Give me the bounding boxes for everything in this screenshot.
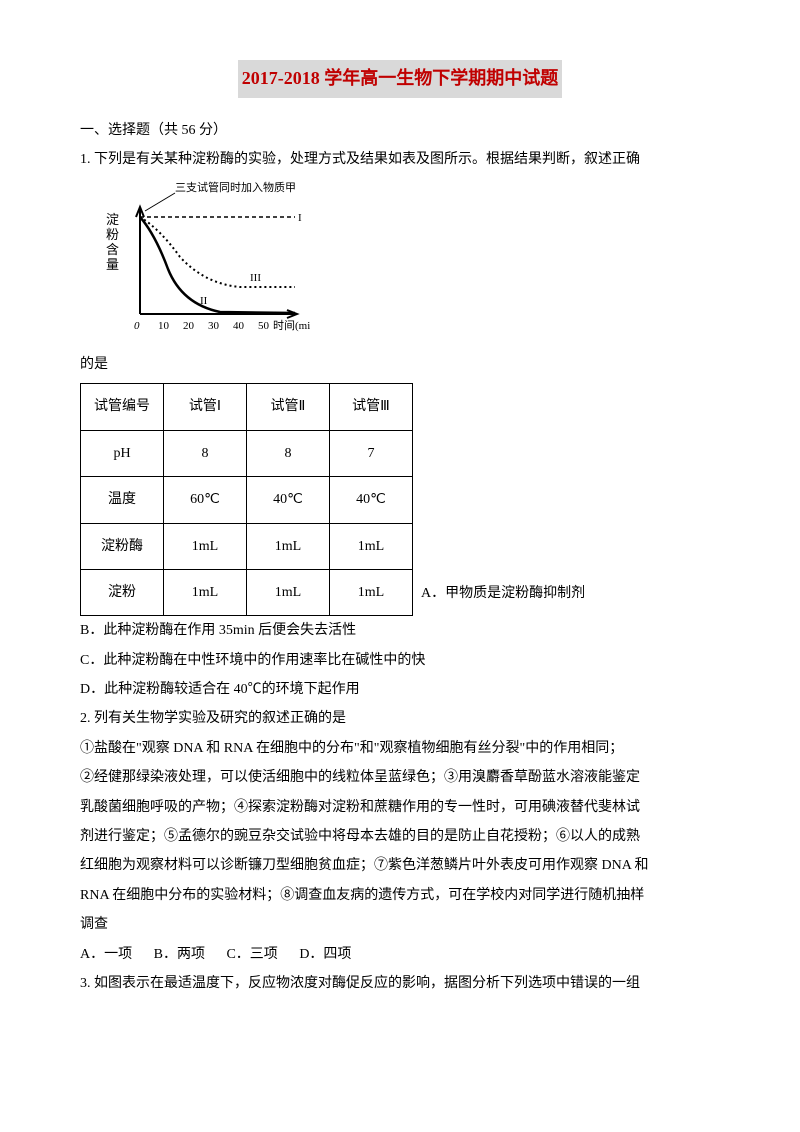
cell: 温度 [81,477,164,523]
cell: 淀粉 [81,569,164,615]
cell: 1mL [164,569,247,615]
table-row: 淀粉酶 1mL 1mL 1mL [81,523,413,569]
q2-body4: 剂进行鉴定；⑤孟德尔的豌豆杂交试验中将母本去雄的目的是防止自花授粉；⑥以人的成熟 [80,822,720,851]
cell: 8 [247,430,330,476]
q2-body5: 红细胞为观察材料可以诊断镰刀型细胞贫血症；⑦紫色洋葱鳞片叶外表皮可用作观察 DN… [80,851,720,880]
starch-chart-svg: 三支试管同时加入物质甲 淀 粉 含 量 0 10 20 30 [100,179,310,339]
cell: 试管Ⅰ [164,384,247,430]
q2-options: A．一项 B．两项 C．三项 D．四项 [80,940,720,969]
xtick-2: 20 [183,320,195,332]
q1-table-opt: 试管编号 试管Ⅰ 试管Ⅱ 试管Ⅲ pH 8 8 7 温度 60℃ 40℃ 40℃… [80,379,720,616]
cell: 1mL [247,569,330,615]
q2-optB: B．两项 [154,940,205,969]
cell: 1mL [330,569,413,615]
cell: 试管Ⅲ [330,384,413,430]
table-row: 温度 60℃ 40℃ 40℃ [81,477,413,523]
ylabel-1: 淀 [106,212,119,227]
q1-figure-row: 三支试管同时加入物质甲 淀 粉 含 量 0 10 20 30 [80,175,720,350]
cell: 1mL [247,523,330,569]
table-row: 淀粉 1mL 1mL 1mL [81,569,413,615]
xlabel: 时间(min) [273,319,310,332]
cell: 7 [330,430,413,476]
curve-2-label: II [200,295,208,307]
xtick-3: 30 [208,320,220,332]
curve-3-label: III [250,272,261,284]
q2-optD: D．四项 [299,940,351,969]
xtick-5: 50 [258,320,270,332]
q1-stem-b: 的是 [80,350,108,379]
cell: 60℃ [164,477,247,523]
q1-optC: C．此种淀粉酶在中性环境中的作用速率比在碱性中的快 [80,646,720,675]
cell: 1mL [164,523,247,569]
curve-1-label: I [298,212,302,224]
cell: 淀粉酶 [81,523,164,569]
curve-2 [140,217,295,313]
title-wrap: 2017-2018 学年高一生物下学期期中试题 [80,60,720,98]
annot-arrow [145,193,175,211]
q2-optA: A．一项 [80,940,132,969]
xtick-4: 40 [233,320,245,332]
q2-optC: C．三项 [226,940,277,969]
page-title: 2017-2018 学年高一生物下学期期中试题 [238,60,563,98]
q3-stem: 3. 如图表示在最适温度下，反应物浓度对酶促反应的影响，据图分析下列选项中错误的… [80,969,720,998]
cell: 1mL [330,523,413,569]
q1-optB: B．此种淀粉酶在作用 35min 后便会失去活性 [80,616,720,645]
cell: 试管编号 [81,384,164,430]
q1-chart: 三支试管同时加入物质甲 淀 粉 含 量 0 10 20 30 [100,179,310,350]
ylabel-3: 含 [106,242,119,257]
q2-body2: ②经健那绿染液处理，可以使活细胞中的线粒体呈蓝绿色；③用溴麝香草酚蓝水溶液能鉴定 [80,763,720,792]
q1-stem-a: 1. 下列是有关某种淀粉酶的实验，处理方式及结果如表及图所示。根据结果判断，叙述… [80,145,720,174]
cell: 40℃ [247,477,330,523]
q2-body3: 乳酸菌细胞呼吸的产物；④探索淀粉酶对淀粉和蔗糖作用的专一性时，可用碘液替代斐林试 [80,793,720,822]
xtick-0: 0 [134,320,140,332]
ylabel-2: 粉 [106,227,119,242]
q1-optA: A．甲物质是淀粉酶抑制剂 [421,579,585,616]
cell: 40℃ [330,477,413,523]
q2-body6: RNA 在细胞中分布的实验材料；⑧调查血友病的遗传方式，可在学校内对同学进行随机… [80,881,720,910]
q1-table: 试管编号 试管Ⅰ 试管Ⅱ 试管Ⅲ pH 8 8 7 温度 60℃ 40℃ 40℃… [80,383,413,616]
cell: pH [81,430,164,476]
q2-body7: 调查 [80,910,720,939]
xtick-1: 10 [158,320,170,332]
q2-stem: 2. 列有关生物学实验及研究的叙述正确的是 [80,704,720,733]
cell: 试管Ⅱ [247,384,330,430]
curve-3 [140,217,295,287]
chart-annot-l1: 三支试管同时加入物质甲 [175,180,296,194]
cell: 8 [164,430,247,476]
q1-optD: D．此种淀粉酶较适合在 40℃的环境下起作用 [80,675,720,704]
table-row: 试管编号 试管Ⅰ 试管Ⅱ 试管Ⅲ [81,384,413,430]
section-heading: 一、选择题（共 56 分） [80,116,720,145]
exam-page: 2017-2018 学年高一生物下学期期中试题 一、选择题（共 56 分） 1.… [0,0,800,1038]
q1-table-row: 的是 [80,350,720,379]
table-row: pH 8 8 7 [81,430,413,476]
q2-body1: ①盐酸在"观察 DNA 和 RNA 在细胞中的分布"和"观察植物细胞有丝分裂"中… [80,734,720,763]
ylabel-4: 量 [106,257,119,272]
